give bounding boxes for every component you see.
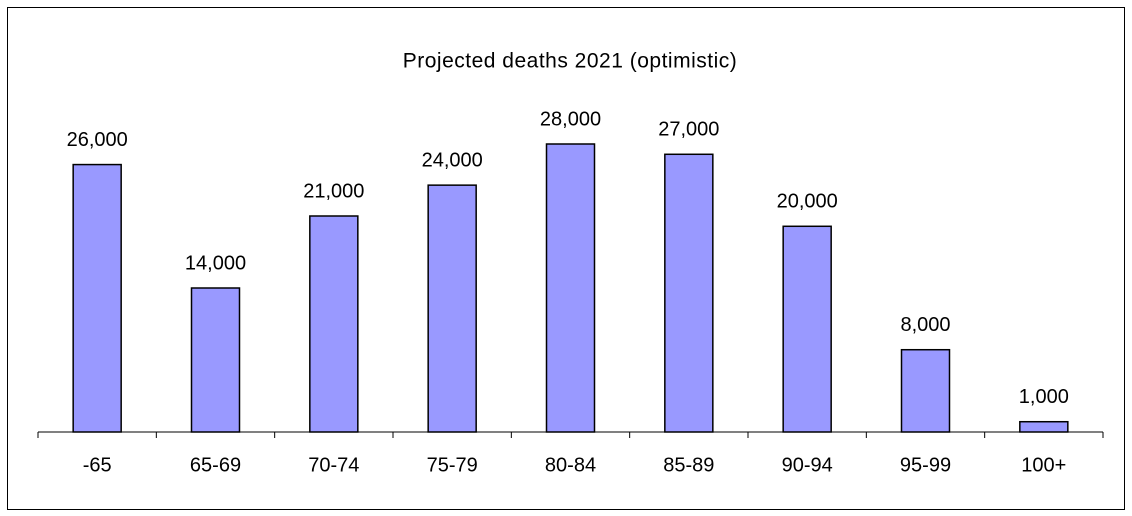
bar — [1019, 420, 1069, 433]
data-label: 14,000 — [185, 252, 246, 274]
data-label: 20,000 — [777, 191, 838, 213]
bar — [190, 287, 241, 433]
data-label: 8,000 — [900, 314, 950, 336]
x-tick-label: 80-84 — [545, 454, 596, 476]
x-tick-label: -65 — [83, 454, 112, 476]
x-tick-label: 75-79 — [427, 454, 478, 476]
x-tick-label: 90-94 — [782, 454, 833, 476]
data-label: 28,000 — [540, 108, 601, 130]
bar — [309, 215, 359, 433]
x-tick-label: 85-89 — [663, 454, 714, 476]
bar — [900, 348, 951, 433]
x-tick-label: 70-74 — [308, 454, 359, 476]
bar — [545, 143, 596, 433]
x-tick-label: 100+ — [1021, 454, 1066, 476]
x-tick-label: 65-69 — [190, 454, 241, 476]
data-label: 21,000 — [303, 180, 364, 202]
data-label: 26,000 — [67, 129, 128, 151]
chart-title: Projected deaths 2021 (optimistic) — [403, 50, 738, 73]
x-tick-label: 95-99 — [900, 454, 951, 476]
bar — [72, 163, 122, 433]
data-label: 24,000 — [422, 149, 483, 171]
bar — [664, 153, 714, 433]
bar — [782, 225, 832, 433]
data-label: 1,000 — [1019, 386, 1069, 408]
bar — [427, 184, 477, 433]
data-label: 27,000 — [658, 119, 719, 141]
